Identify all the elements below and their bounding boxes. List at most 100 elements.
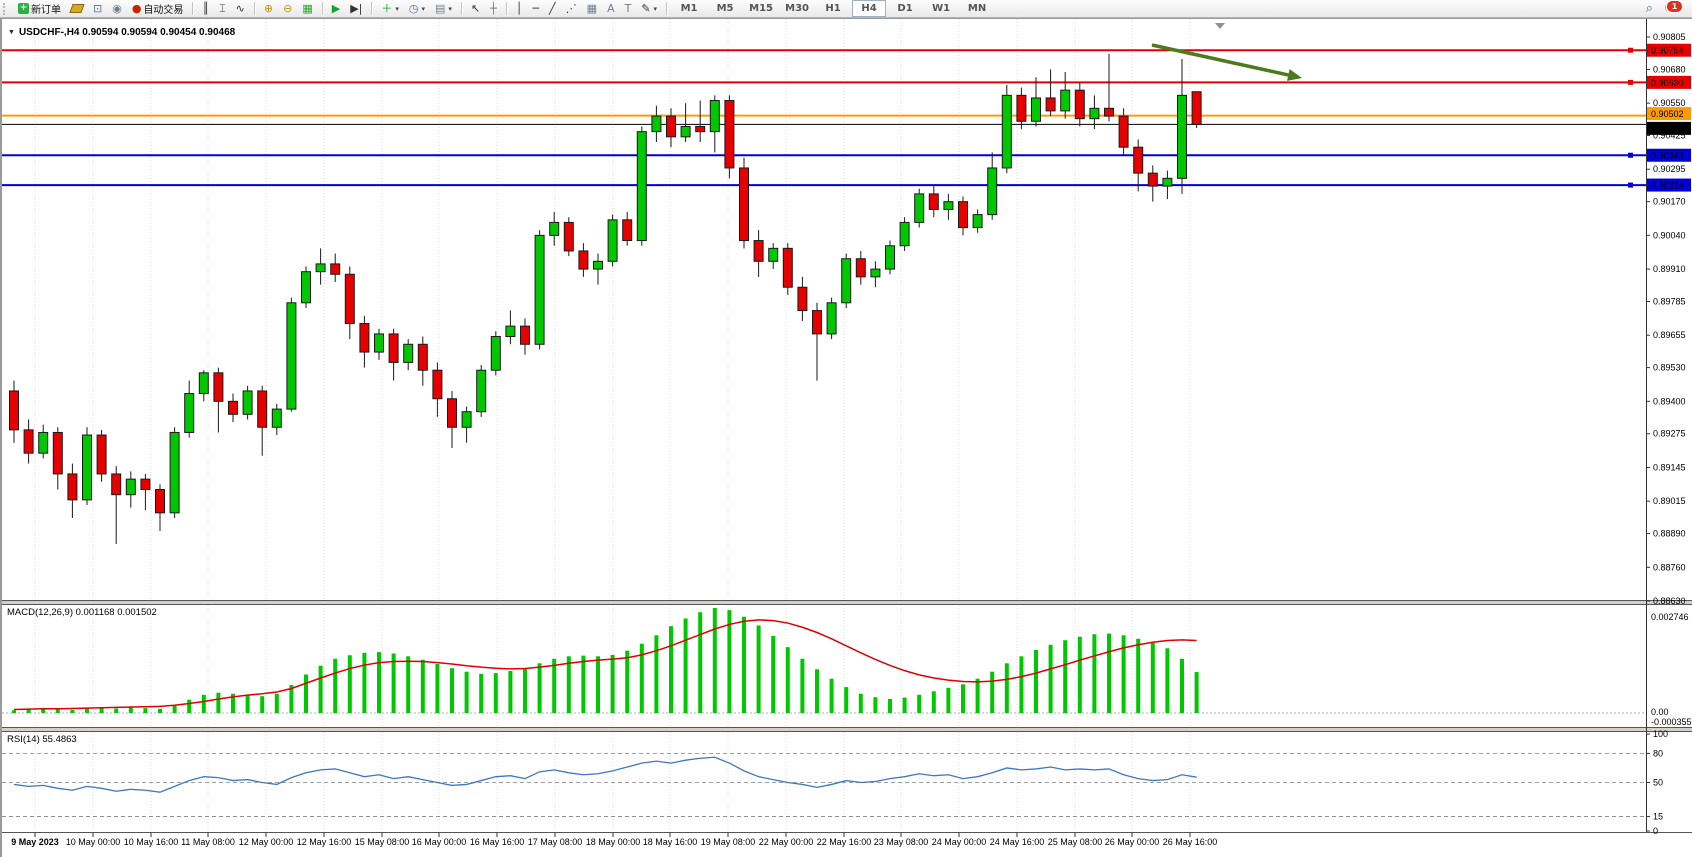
price-badge: 0.90502 — [1647, 107, 1691, 121]
timeframe-h1-button[interactable]: H1 — [825, 3, 841, 14]
search-button[interactable]: ⌕ — [1642, 0, 1657, 17]
cursor-icon: ↖ — [470, 2, 481, 15]
price-badge: 0.90754 — [1647, 43, 1691, 57]
price-level-lines[interactable] — [2, 47, 1646, 188]
toolbar-right-group: ⌕ 🗨 1 — [1641, 0, 1692, 17]
chart-shift-button[interactable]: ▶| — [346, 0, 366, 17]
rsi-axis-label: 80 — [1653, 748, 1663, 758]
rsi-panel — [2, 753, 1646, 817]
price-tick-label: 0.89400 — [1653, 396, 1686, 406]
rsi-line[interactable] — [13, 756, 1197, 793]
new-order-button[interactable]: + 新订单 — [14, 0, 65, 17]
template-button[interactable]: ▤ ▾ — [431, 0, 456, 17]
text-label-tool-button[interactable]: T — [621, 0, 636, 17]
period-button[interactable]: ◷ ▾ — [405, 0, 429, 17]
dropdown-caret-icon: ▾ — [448, 4, 452, 13]
macd-signal-line[interactable] — [13, 619, 1197, 711]
price-badge: 0.90349 — [1647, 148, 1691, 162]
toolbar-separator — [253, 2, 255, 15]
price-tick-label: 0.90680 — [1653, 64, 1686, 74]
time-axis-label: 24 May 00:00 — [932, 837, 987, 847]
cursor-tool-button[interactable]: ↖ — [467, 0, 484, 17]
toolbar-separator — [192, 2, 194, 15]
price-axis[interactable]: 0.90805 0.90680 0.90550 0.90425 0.90295 0.901… — [1646, 18, 1692, 836]
chart-window: 0.90805 0.90680 0.90550 0.90425 0.90295 0.901… — [0, 18, 1692, 857]
text-tool-button[interactable]: A — [603, 0, 619, 17]
price-tick-label: 0.89530 — [1653, 363, 1686, 373]
macd-histogram — [12, 608, 1199, 713]
grid-tool-button[interactable]: ▦ — [583, 0, 601, 17]
timeframe-m30-button[interactable]: M30 — [785, 3, 809, 14]
zoom-in-button[interactable]: ⊕ — [260, 0, 277, 17]
macd-axis-label: -0.000355 — [1651, 717, 1692, 727]
time-axis-label: 22 May 16:00 — [817, 837, 872, 847]
autotrade-button[interactable]: ● 自动交易 — [128, 0, 188, 17]
horizontal-line-tool-button[interactable]: ─ — [528, 0, 543, 17]
time-axis-label: 16 May 00:00 — [412, 837, 467, 847]
candles-group[interactable] — [9, 53, 1202, 544]
signal-button[interactable]: ◉ — [108, 0, 126, 17]
timeframe-m5-button[interactable]: M5 — [716, 3, 734, 14]
chart-window-button[interactable]: ⊡ — [89, 0, 106, 17]
trend-arrow-annotation[interactable] — [1151, 43, 1302, 81]
dropdown-caret-icon: ▾ — [653, 4, 658, 13]
shapes-icon: ✎ — [641, 2, 651, 15]
vertical-line-icon: │ — [515, 2, 523, 15]
price-badge-label: 0.90468 — [1651, 124, 1684, 134]
price-chart-canvas[interactable]: 0.90805 0.90680 0.90550 0.90425 0.90295 0.901… — [2, 18, 1692, 857]
candlestick-icon: ⌶ — [219, 2, 226, 15]
chart-shift-icon: ▶| — [350, 2, 363, 15]
eraser-button[interactable] — [67, 0, 87, 17]
add-indicator-button[interactable]: ＋ ▾ — [377, 0, 403, 17]
time-axis-label: 9 May 2023 — [11, 837, 59, 847]
timeframe-h4-button[interactable]: H4 — [852, 0, 887, 17]
price-tick-label: 0.89910 — [1653, 264, 1686, 274]
timeframe-d1-button[interactable]: D1 — [897, 3, 913, 14]
eraser-icon — [69, 4, 85, 13]
dropdown-caret-icon: ▾ — [395, 4, 399, 13]
timeframe-toolbar: M1 M5 M15 M30 H1 H4 D1 W1 MN — [671, 0, 995, 17]
price-tick-label: 0.88760 — [1653, 562, 1686, 572]
toolbar-separator — [321, 2, 323, 15]
zoom-out-button[interactable]: ⊖ — [279, 0, 296, 17]
add-indicator-icon: ＋ — [381, 2, 393, 15]
price-badge-label: 0.90349 — [1651, 151, 1684, 161]
price-badge: 0.90234 — [1647, 178, 1691, 192]
price-tick-label: 0.90550 — [1653, 98, 1686, 108]
toolbar-grip[interactable] — [3, 2, 10, 15]
candlestick-mode-button[interactable]: ⌶ — [215, 0, 230, 17]
macd-axis-label: 0.002746 — [1651, 612, 1689, 622]
autotrade-icon: ● — [131, 2, 142, 15]
trendline-tool-button[interactable]: ╱ — [545, 0, 560, 17]
time-axis-label: 10 May 00:00 — [66, 837, 121, 847]
price-badge-label: 0.90234 — [1651, 181, 1684, 191]
text-label-icon: T — [624, 2, 632, 15]
panel-separators[interactable] — [2, 18, 1692, 833]
line-chart-mode-button[interactable]: ∿ — [232, 0, 249, 17]
time-axis-label: 16 May 16:00 — [470, 837, 525, 847]
time-axis-label: 18 May 00:00 — [586, 837, 641, 847]
crosshair-icon: ┼ — [490, 2, 497, 15]
timeframe-w1-button[interactable]: W1 — [932, 3, 951, 14]
notifications-button[interactable]: 🗨 1 — [1659, 0, 1685, 17]
fibonacci-tool-button[interactable]: ⋰ — [562, 0, 581, 17]
time-axis-label: 15 May 08:00 — [355, 837, 410, 847]
price-tick-label: 0.89275 — [1653, 429, 1686, 439]
notification-badge: 1 — [1666, 0, 1683, 13]
timeframe-m15-button[interactable]: M15 — [749, 3, 773, 14]
price-tick-label: 0.88630 — [1653, 596, 1686, 606]
crosshair-tool-button[interactable]: ┼ — [486, 0, 501, 17]
time-axis[interactable]: 9 May 2023 10 May 00:00 10 May 16:00 11 May… — [11, 832, 1217, 848]
time-axis-label: 25 May 08:00 — [1048, 837, 1103, 847]
new-order-icon: + — [18, 3, 29, 14]
chart-window-icon: ⊡ — [93, 2, 103, 15]
vertical-line-tool-button[interactable]: │ — [512, 0, 527, 17]
bar-chart-mode-button[interactable]: ║ — [198, 0, 213, 17]
timeframe-m1-button[interactable]: M1 — [680, 3, 698, 14]
shapes-tool-button[interactable]: ✎ ▾ — [637, 0, 661, 17]
timeframe-mn-button[interactable]: MN — [967, 3, 987, 14]
tile-windows-button[interactable]: ▦ — [298, 0, 316, 17]
auto-scroll-button[interactable]: ▶ — [328, 0, 344, 17]
chart-title: ▼ USDCHF-,H4 0.90594 0.90594 0.90454 0.9… — [8, 27, 235, 38]
chart-shift-marker[interactable] — [1215, 23, 1225, 29]
